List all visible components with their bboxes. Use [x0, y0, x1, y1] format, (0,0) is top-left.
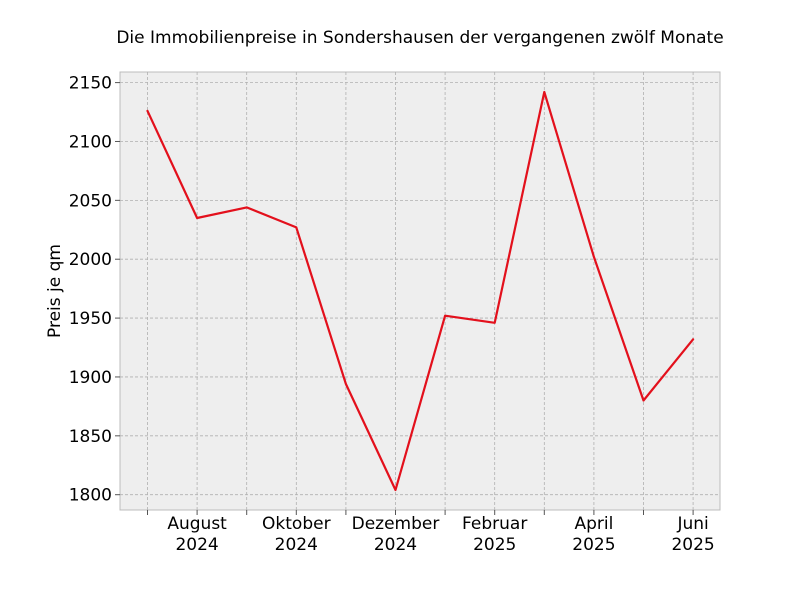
x-tick-label: Dezember 2024 [352, 514, 440, 555]
series-line [146, 90, 695, 492]
x-tick-label: Oktober 2024 [262, 514, 331, 555]
x-tick-label: April 2025 [572, 514, 615, 555]
y-axis-label: Preis je qm [45, 244, 65, 338]
chart-title: Die Immobilienpreise in Sondershausen de… [116, 28, 723, 48]
grid-lines [120, 72, 720, 510]
x-tick-label: August 2024 [167, 514, 227, 555]
y-tick-label: 1850 [69, 427, 112, 447]
y-tick-label: 1900 [69, 368, 112, 388]
plot-area [119, 71, 721, 511]
x-tick-labels: August 2024 Oktober 2024 Dezember 2024 Februar… [167, 514, 714, 555]
x-tick-label: Februar 2025 [462, 514, 527, 555]
y-tick-label: 2150 [69, 74, 112, 94]
y-tick-label: 1950 [69, 309, 112, 329]
y-tick-label: 1800 [69, 486, 112, 506]
y-tick-label: 2100 [69, 132, 112, 152]
y-tick-label: 2050 [69, 191, 112, 211]
y-tick-label: 2000 [69, 250, 112, 270]
x-tick-label: Juni 2025 [671, 514, 714, 555]
y-tick-labels: 1800 1850 1900 1950 2000 2050 2100 2150 [69, 74, 112, 506]
axis-ticks [115, 82, 694, 515]
